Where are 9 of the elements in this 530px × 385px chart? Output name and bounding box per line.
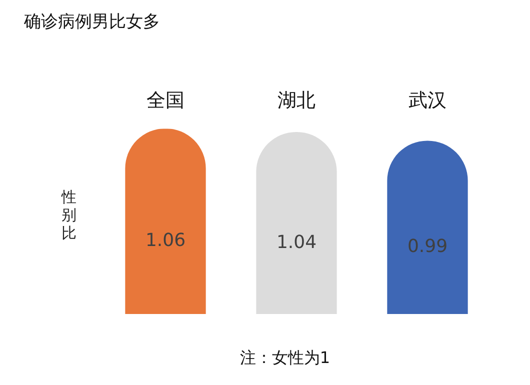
- chart-title: 确诊病例男比女多: [24, 11, 160, 33]
- y-axis-title: 性别比: [60, 188, 78, 242]
- x-tick-label: 武汉: [408, 89, 446, 112]
- data-label: 1.06: [145, 230, 186, 252]
- data-label: 0.99: [407, 236, 448, 258]
- data-label: 1.04: [276, 232, 317, 253]
- text: 注：女性为1: [238, 348, 332, 369]
- x-tick-label: 全国: [146, 89, 184, 112]
- x-tick-label: 湖北: [278, 89, 316, 112]
